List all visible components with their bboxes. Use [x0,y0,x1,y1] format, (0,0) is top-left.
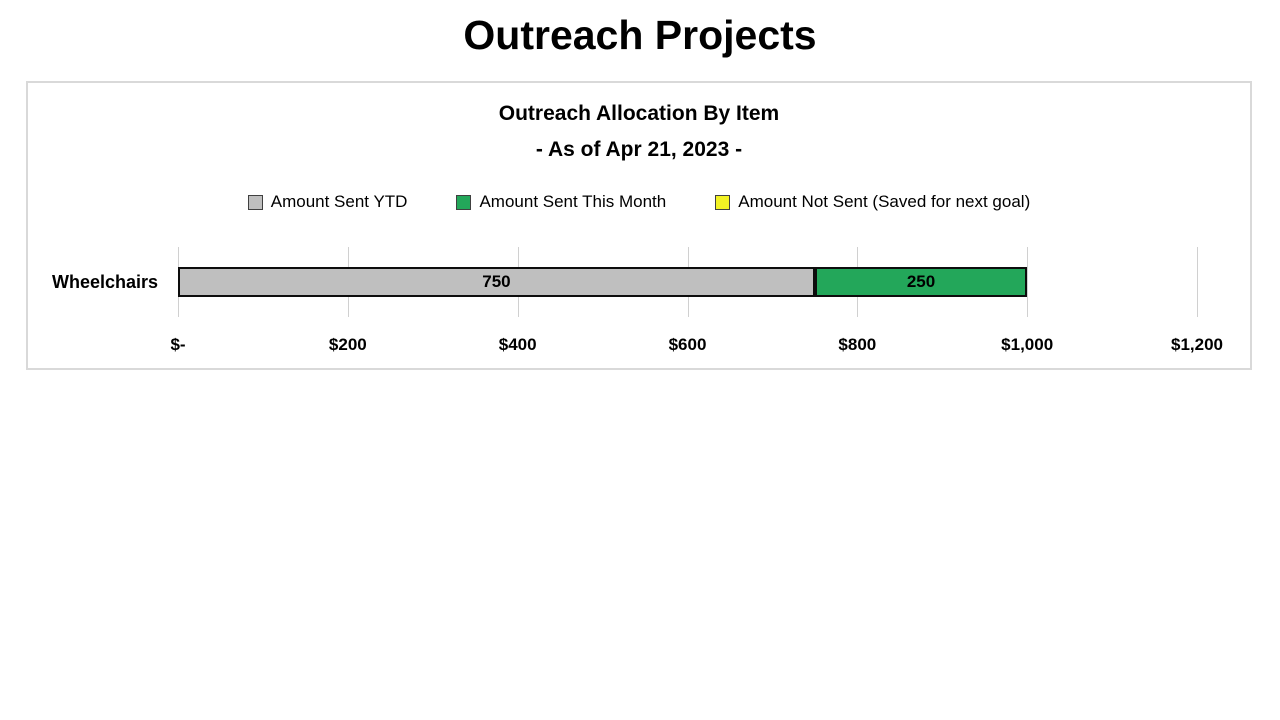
x-axis: $- $200 $400 $600 $800 $1,000 $1,200 [170,335,1223,363]
legend-label: Amount Sent YTD [270,192,408,211]
legend-swatch-icon [247,194,263,210]
bar-segment: 250 [814,267,1028,297]
chart-title: Outreach Allocation By Item [498,102,780,125]
legend-item: Amount Sent YTD [247,192,408,212]
x-tick-label: $600 [668,335,707,354]
legend-label: Amount Not Sent (Saved for next goal) [738,192,1031,211]
chart-subtitle: - As of Apr 21, 2023 - [535,138,743,161]
x-tick-label: $800 [838,335,877,354]
x-tick-label: $1,000 [1001,335,1054,354]
chart-legend: Amount Sent YTD Amount Sent This Month Amo… [28,192,1250,212]
legend-swatch-icon [715,194,731,210]
bar-value-label: 750 [482,272,511,291]
legend-item: Amount Not Sent (Saved for next goal) [715,192,1030,212]
legend-label: Amount Sent This Month [479,192,667,211]
chart-container: Outreach Allocation By Item - As of Apr … [26,81,1252,370]
x-tick-label: $- [170,335,186,354]
gridline [1197,247,1198,317]
page-title: Outreach Projects [463,12,817,58]
x-tick-label: $200 [328,335,367,354]
legend-item: Amount Sent This Month [456,192,666,212]
legend-swatch-icon [456,194,472,210]
bar-segment: 750 [178,267,815,297]
gridline [1027,247,1029,317]
x-tick-label: $1,200 [1171,335,1223,354]
category-label-wheelchairs: Wheelchairs [51,272,158,292]
x-tick-label: $400 [498,335,537,354]
plot-area: 750 250 [178,247,1198,317]
bar-value-label: 250 [906,272,936,291]
